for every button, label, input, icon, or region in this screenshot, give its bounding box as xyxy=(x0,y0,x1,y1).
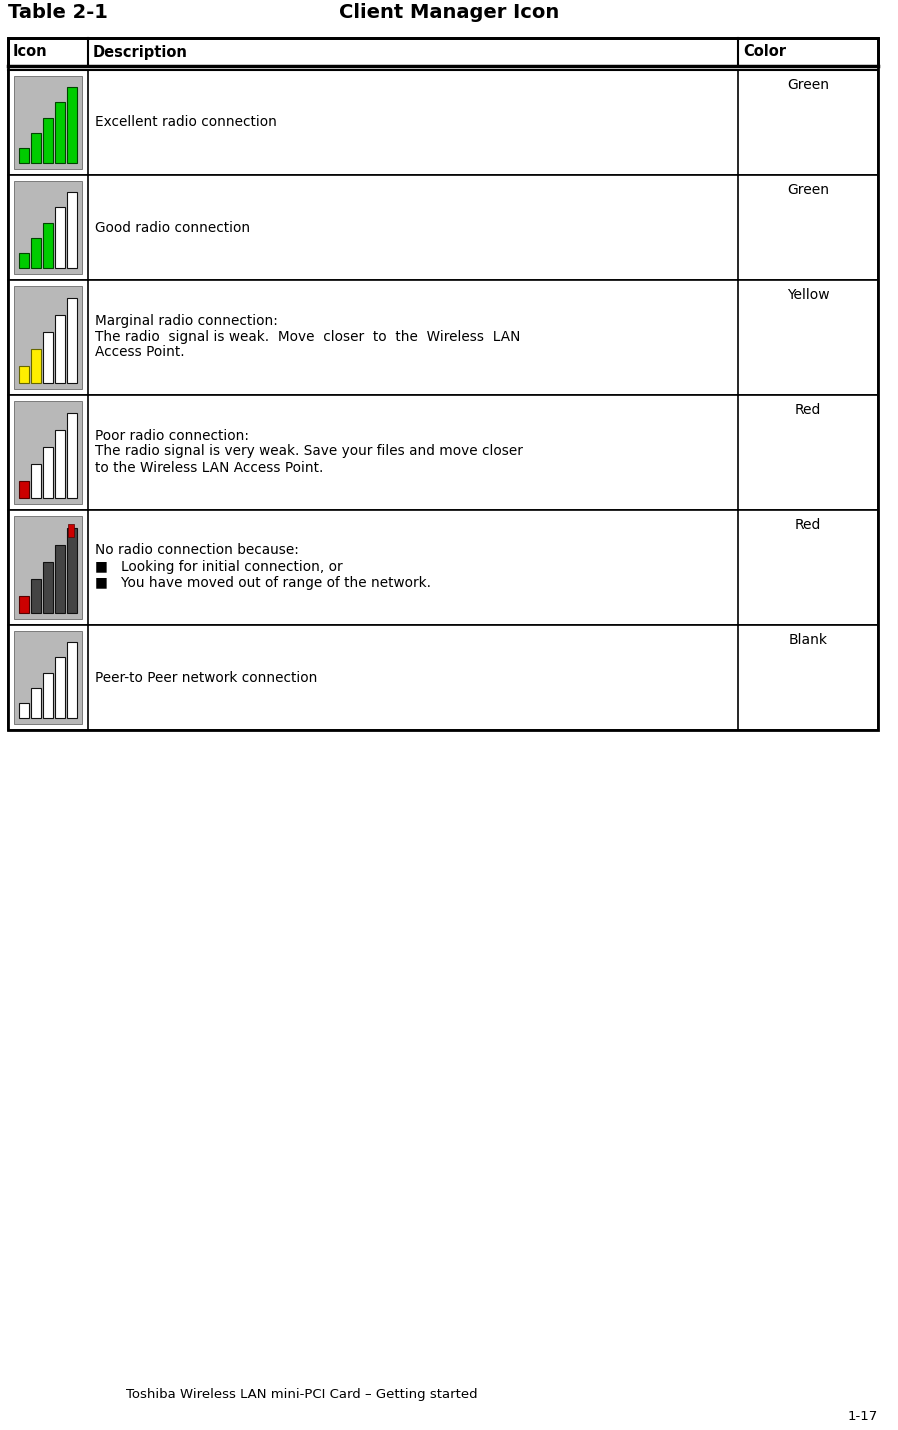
Bar xyxy=(31,349,41,383)
Bar xyxy=(43,117,53,163)
Bar xyxy=(8,39,878,66)
Bar xyxy=(55,207,65,269)
Text: Toshiba Wireless LAN mini-PCI Card – Getting started: Toshiba Wireless LAN mini-PCI Card – Get… xyxy=(126,1389,478,1401)
Bar xyxy=(8,280,878,395)
Bar xyxy=(20,704,29,718)
Text: Table 2-1: Table 2-1 xyxy=(8,3,108,21)
Text: Red: Red xyxy=(795,403,821,418)
Bar xyxy=(43,672,53,718)
Bar xyxy=(67,413,76,498)
Bar xyxy=(31,237,41,269)
Bar xyxy=(55,430,65,498)
Text: Red: Red xyxy=(795,518,821,532)
Bar xyxy=(14,76,82,169)
Bar xyxy=(43,562,53,613)
Text: Green: Green xyxy=(787,183,829,197)
Bar xyxy=(67,525,75,536)
Text: 1-17: 1-17 xyxy=(848,1410,878,1423)
Bar xyxy=(20,149,29,163)
Text: to the Wireless LAN Access Point.: to the Wireless LAN Access Point. xyxy=(95,460,323,475)
Bar xyxy=(20,253,29,269)
Bar xyxy=(31,133,41,163)
Bar xyxy=(55,658,65,718)
Bar xyxy=(14,182,82,275)
Text: Poor radio connection:: Poor radio connection: xyxy=(95,429,249,442)
Text: Description: Description xyxy=(93,44,188,60)
Bar xyxy=(14,516,82,619)
Text: The radio signal is very weak. Save your files and move closer: The radio signal is very weak. Save your… xyxy=(95,445,523,459)
Bar xyxy=(14,286,82,389)
Bar xyxy=(8,625,878,729)
Text: Marginal radio connection:: Marginal radio connection: xyxy=(95,313,277,327)
Bar xyxy=(31,579,41,613)
Bar xyxy=(67,87,76,163)
Bar xyxy=(8,70,878,174)
Bar xyxy=(31,465,41,498)
Text: The radio  signal is weak.  Move  closer  to  the  Wireless  LAN: The radio signal is weak. Move closer to… xyxy=(95,329,520,343)
Text: Peer-to Peer network connection: Peer-to Peer network connection xyxy=(95,671,317,685)
Bar xyxy=(67,528,76,613)
Text: No radio connection because:: No radio connection because: xyxy=(95,543,299,558)
Bar xyxy=(14,631,82,724)
Text: Yellow: Yellow xyxy=(787,287,830,302)
Bar xyxy=(20,366,29,383)
Text: Good radio connection: Good radio connection xyxy=(95,220,251,235)
Text: ■   You have moved out of range of the network.: ■ You have moved out of range of the net… xyxy=(95,575,431,589)
Bar xyxy=(67,299,76,383)
Bar xyxy=(20,596,29,613)
Bar xyxy=(31,688,41,718)
Text: ■   Looking for initial connection, or: ■ Looking for initial connection, or xyxy=(95,559,343,573)
Bar xyxy=(20,480,29,498)
Text: Client Manager Icon: Client Manager Icon xyxy=(339,3,559,21)
Text: Excellent radio connection: Excellent radio connection xyxy=(95,116,277,130)
Bar xyxy=(55,315,65,383)
Text: Blank: Blank xyxy=(788,633,827,646)
Bar xyxy=(8,395,878,511)
Text: Color: Color xyxy=(743,44,786,60)
Bar xyxy=(8,174,878,280)
Bar xyxy=(43,223,53,269)
Bar xyxy=(67,642,76,718)
Text: Green: Green xyxy=(787,79,829,92)
Text: Icon: Icon xyxy=(13,44,48,60)
Bar xyxy=(8,511,878,625)
Text: Access Point.: Access Point. xyxy=(95,346,185,359)
Bar xyxy=(14,400,82,503)
Bar xyxy=(55,545,65,613)
Bar xyxy=(67,192,76,269)
Bar xyxy=(43,332,53,383)
Bar xyxy=(43,448,53,498)
Bar xyxy=(55,103,65,163)
Bar xyxy=(8,39,878,729)
